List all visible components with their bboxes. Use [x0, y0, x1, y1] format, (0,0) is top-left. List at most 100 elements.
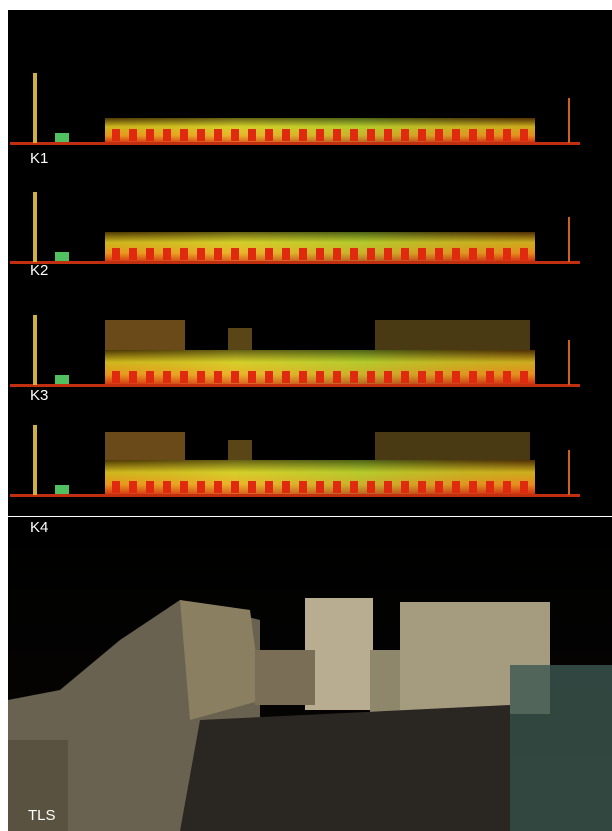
- scan-shape: [248, 129, 256, 141]
- scan-shape: [214, 371, 222, 383]
- scan-shape: [265, 129, 273, 141]
- scan-shape: [350, 129, 358, 141]
- scan-shape: [163, 129, 171, 141]
- scan-shape: [265, 481, 273, 493]
- scan-shape: [486, 481, 494, 493]
- scan-shape: [265, 248, 273, 260]
- scan-shape: [214, 248, 222, 260]
- scan-shape: [486, 248, 494, 260]
- scan-shape: [197, 129, 205, 141]
- figure: K1 K2 K3 K4 TLS: [0, 0, 612, 831]
- scan-shape: [129, 371, 137, 383]
- scan-shape: [520, 129, 528, 141]
- scan-shape: [568, 450, 570, 495]
- scan-shape: [231, 248, 239, 260]
- scan-shape: [401, 481, 409, 493]
- scan-shape: [435, 371, 443, 383]
- scan-shape: [435, 481, 443, 493]
- scan-shape: [486, 129, 494, 141]
- scan-shape: [180, 481, 188, 493]
- scan-shape: [367, 129, 375, 141]
- scan-shape: [265, 371, 273, 383]
- scan-shape: [503, 371, 511, 383]
- panel-label: K4: [30, 519, 48, 536]
- scan-shape: [316, 371, 324, 383]
- scan-shape: [452, 248, 460, 260]
- scan-shape: [33, 315, 37, 385]
- scan-shape: [418, 481, 426, 493]
- scan-shape: [469, 129, 477, 141]
- scan-shape: [163, 481, 171, 493]
- scan-shape: [568, 340, 570, 385]
- scan-shape: [129, 481, 137, 493]
- scan-shape: [282, 481, 290, 493]
- scan-shape: [568, 217, 570, 262]
- scan-shape: [228, 440, 252, 460]
- panel-label: K3: [30, 387, 48, 404]
- scan-shape: [333, 371, 341, 383]
- scan-shape: [367, 371, 375, 383]
- scan-shape: [248, 371, 256, 383]
- scan-shape: [384, 129, 392, 141]
- scan-shape: [10, 494, 580, 497]
- scan-shape: [282, 129, 290, 141]
- scan-shape: [350, 371, 358, 383]
- scan-shape: [282, 371, 290, 383]
- scan-shape: [10, 384, 580, 387]
- scan-shape: [112, 481, 120, 493]
- scan-shape: [248, 248, 256, 260]
- scan-shape: [568, 98, 570, 143]
- scan-shape: [105, 432, 185, 460]
- scan-shape: [231, 129, 239, 141]
- scan-shape: [33, 192, 37, 262]
- scan-shape: [503, 248, 511, 260]
- scan-shape: [112, 129, 120, 141]
- scan-shape: [231, 371, 239, 383]
- scan-shape: [452, 129, 460, 141]
- scan-shape: [10, 261, 580, 264]
- scan-shape: [33, 425, 37, 495]
- scan-shape: [367, 248, 375, 260]
- scan-shape: [469, 371, 477, 383]
- scan-shape: [333, 481, 341, 493]
- scan-shape: [469, 481, 477, 493]
- scan-shape: [375, 432, 530, 460]
- scan-shape: [55, 485, 69, 494]
- scan-shape: [435, 129, 443, 141]
- scan-shape: [112, 248, 120, 260]
- scan-shape: [452, 371, 460, 383]
- scan-shape: [180, 371, 188, 383]
- scan-shape: [146, 129, 154, 141]
- scan-shape: [146, 248, 154, 260]
- scan-shape: [435, 248, 443, 260]
- scan-shape: [316, 481, 324, 493]
- scan-shape: [503, 481, 511, 493]
- scan-shape: [350, 481, 358, 493]
- scan-shape: [401, 371, 409, 383]
- scan-shape: [197, 248, 205, 260]
- panel-label: K1: [30, 150, 48, 167]
- scan-shape: [55, 375, 69, 384]
- scan-shape: [33, 73, 37, 143]
- scan-shape: [350, 248, 358, 260]
- scan-shape: [146, 481, 154, 493]
- scan-shape: [401, 248, 409, 260]
- scan-shape: [282, 248, 290, 260]
- scan-shape: [316, 129, 324, 141]
- scan-shape: [375, 320, 530, 350]
- scan-shape: [384, 481, 392, 493]
- scan-shape: [384, 371, 392, 383]
- scan-shape: [333, 129, 341, 141]
- scan-shape: [299, 248, 307, 260]
- scan-shape: [197, 481, 205, 493]
- scan-shape: [503, 129, 511, 141]
- scan-shape: [418, 248, 426, 260]
- scan-shape: [333, 248, 341, 260]
- scan-shape: [163, 248, 171, 260]
- scan-shape: [401, 129, 409, 141]
- scan-shape: [55, 252, 69, 261]
- scan-shape: [129, 129, 137, 141]
- scan-shape: [228, 328, 252, 350]
- scan-shape: [180, 248, 188, 260]
- scan-shape: [316, 248, 324, 260]
